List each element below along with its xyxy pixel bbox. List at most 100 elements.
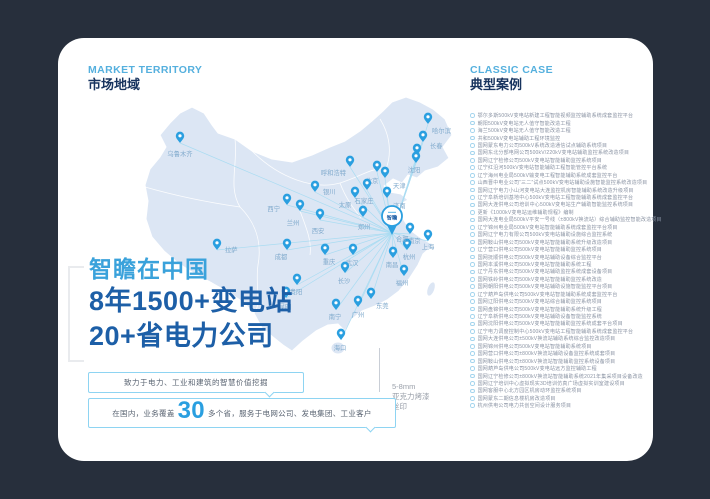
city-pin [340, 261, 350, 273]
case-item: 更新《1000kV变电站运维辅助规程》编制 [470, 209, 708, 216]
city-pin [320, 243, 330, 255]
case-bullet [470, 232, 475, 238]
case-text: 辽宁阜新培训基地中心500kV变电站工程智能辅助系统成套监控平台 [477, 195, 634, 202]
province-border [239, 206, 260, 314]
city-label: 银川 [323, 187, 336, 196]
city-pin [358, 205, 368, 217]
city-label: 南宁 [329, 312, 342, 321]
case-text: 山西晋中电业公司“三二”试点500kV变电站辅助设施智能监控系统改造项目 [477, 180, 648, 187]
case-text: 国网鞍山供电公司±800kV换流站智能辅助监控系统设备项目 [477, 358, 616, 365]
city-pin [175, 131, 185, 143]
radial-line [216, 232, 393, 251]
headline-block: 智瞻在中国 8年1500+变电站 20+省电力公司 [89, 254, 293, 354]
city-label: 成都 [275, 252, 288, 261]
case-bullet [470, 165, 475, 171]
city-label: 郑州 [358, 223, 371, 231]
province-border [299, 210, 311, 256]
case-text: 国网辽宁检修公司500kV变电站智能辅助监控系统项目 [477, 157, 602, 164]
case-text: 海兰500kV变电站无人值守智能改造工程 [477, 128, 571, 135]
radial-line [391, 232, 429, 242]
case-bullet [470, 373, 475, 379]
hub-circle [381, 205, 403, 227]
city-label: 东莞 [376, 301, 389, 310]
material-note-line: 丝印 [392, 402, 407, 411]
material-note: 5-8mm 亚克力烤漆 丝印 [392, 382, 430, 412]
case-item: 国网大连供电公司培训中心500kV变电站生产辅助智能监控系统项目 [470, 201, 708, 208]
pin-dot [408, 225, 412, 229]
pin-dot [365, 181, 369, 185]
case-bullet [470, 269, 475, 275]
case-text: 国网大连供电公司±500kV换流站辅助系统综合监控改造项目 [477, 336, 616, 343]
case-bullet [470, 135, 475, 141]
case-bullet [470, 247, 475, 252]
pin-dot [391, 249, 395, 253]
case-text: 国网抚顺供电公司500kV变电站辅助设备综合监控平台 [477, 254, 602, 261]
city-pin [350, 186, 360, 198]
city-pin [310, 180, 320, 192]
headline-stat-substations: 8年1500+变电站 [89, 286, 293, 316]
case-text: 国网辽宁培训中心虚拟现实3D培训仿真广场虚拟实训室建设项目 [477, 380, 625, 387]
pin-dot [369, 290, 373, 294]
case-bullet [470, 291, 475, 297]
city-label: 南昌 [386, 260, 399, 269]
case-item: 国网鞍山供电公司500kV变电站智能辅助系统升级改造项目 [470, 238, 708, 246]
pin-dot [318, 211, 322, 215]
city-pin [399, 264, 409, 276]
case-bullet [470, 202, 475, 208]
city-label: 天津 [393, 182, 406, 190]
city-pin [382, 186, 392, 198]
city-pin [423, 112, 433, 124]
case-bullet [470, 195, 475, 200]
pin-dot [295, 276, 299, 280]
case-item: 辽宁锦州电业局500kV变电站智能辅助系统成套监控平台项目 [470, 224, 708, 231]
city-label: 杭州 [403, 252, 416, 261]
case-bullet [470, 358, 475, 364]
classic-case-title: 典型案例 [470, 77, 523, 92]
city-pin [388, 246, 398, 258]
case-bullet [470, 299, 475, 304]
city-label: 乌鲁木齐 [167, 149, 193, 158]
case-bullet [470, 239, 475, 245]
material-note-line: 5-8mm [392, 382, 416, 391]
callout-pointer [365, 422, 376, 433]
city-label: 拉萨 [225, 245, 238, 254]
case-bullet [470, 128, 475, 133]
case-item: 海兰500kV变电站无人值守智能改造工程 [470, 127, 708, 134]
case-item: 国网辽宁电力有限公司500kV变电站辅助设施综合监控系统 [470, 231, 708, 238]
brochure-card: MARKET TERRITORY 市场地域 CLASSIC CASE 典型案例 … [58, 38, 662, 461]
case-text: 国网辽阳供电公司500kV变电站综合辅助监控系统项目 [477, 299, 602, 306]
bracket-decoration [68, 266, 84, 362]
city-label: 重庆 [323, 257, 336, 266]
market-territory-title: 市场地域 [88, 77, 141, 92]
province-border [251, 150, 387, 186]
case-text: 辽宁丹东供电公司500kV变电站辅助监控系统成套设备项目 [477, 269, 613, 276]
case-item: 国网辽宁检修公司±800kV换流站智能辅助系统2021年集采项目设备改造 [470, 372, 708, 380]
case-item: 国网沈阳供电公司500kV变电站智能辅助监控系统成套平台项目 [470, 320, 708, 327]
case-bullet [470, 172, 475, 178]
coverage-prefix: 在国内，业务覆盖 [112, 408, 175, 418]
city-pin [402, 238, 412, 250]
province-border [233, 138, 241, 208]
case-bullet [470, 187, 475, 193]
classic-case-header: CLASSIC CASE 典型案例 [470, 64, 553, 93]
radial-line [296, 232, 393, 286]
classic-case-eyebrow: CLASSIC CASE [470, 64, 553, 76]
case-text: 国网辽宁检修公司±800kV换流站智能辅助系统2021年集采项目设备改造 [477, 373, 643, 380]
case-item: 国网辽宁检修公司500kV变电站智能辅助监控系统项目 [470, 157, 708, 164]
case-text: 国网葫芦岛供电公司500kV变电站远方监控辅助工程 [477, 366, 597, 373]
pin-dot [385, 189, 389, 193]
pin-dot [298, 202, 302, 206]
case-text: 国网辽宁电力小山河变电站大连监控机房智能辅助系统改造升级项目 [477, 187, 634, 194]
case-text: 国网客服中心北方园区机房动环监控系统项目 [477, 388, 582, 395]
city-pin [282, 193, 292, 205]
city-label: 哈尔滨 [432, 126, 452, 135]
case-text: 更新《1000kV变电站运维辅助规程》编制 [477, 209, 574, 216]
city-pin [353, 295, 363, 307]
case-bullet [470, 284, 475, 290]
pin-dot [348, 158, 352, 162]
case-text: 国网蒙东二期信息楼机房改造项目 [477, 395, 556, 402]
case-item: 国网本溪供电公司500kV变电站智能辅助系统工程 [470, 261, 708, 268]
case-bullet [470, 306, 475, 312]
case-text: 国网营口供电公司±800kV换流站辅助设备监控系统成套项目 [477, 351, 616, 358]
